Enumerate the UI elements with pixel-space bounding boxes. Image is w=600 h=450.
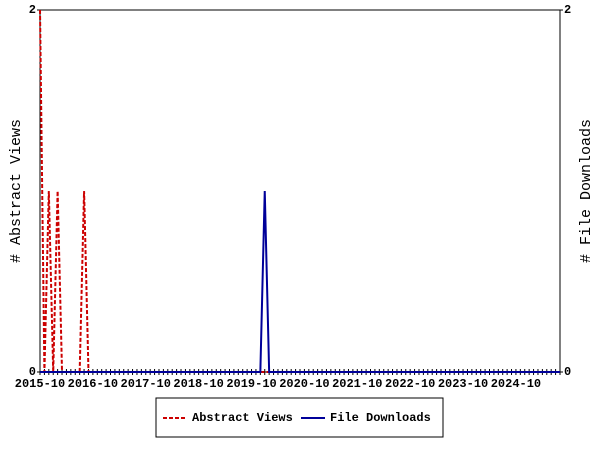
x-tick-label: 2017-10 xyxy=(121,377,171,391)
y-tick-label: 0 xyxy=(29,365,36,379)
x-tick-label: 2019-10 xyxy=(226,377,276,391)
x-tick-label: 2020-10 xyxy=(279,377,329,391)
plot-frame xyxy=(39,9,561,373)
legend-box xyxy=(155,397,444,438)
x-tick-label: 2023-10 xyxy=(438,377,488,391)
y2-axis-label: # File Downloads xyxy=(578,119,595,263)
y2-tick-label: 0 xyxy=(564,365,571,379)
y-axis-label: # Abstract Views xyxy=(8,119,25,263)
x-tick-label: 2024-10 xyxy=(491,377,541,391)
series-line xyxy=(40,190,560,373)
x-tick-label: 2022-10 xyxy=(385,377,435,391)
y-tick-label: 2 xyxy=(29,3,36,17)
x-tick-label: 2015-10 xyxy=(15,377,65,391)
y2-tick-label: 2 xyxy=(564,3,571,17)
x-tick-label: 2016-10 xyxy=(68,377,118,391)
legend-label: Abstract Views xyxy=(192,411,293,425)
legend-label: File Downloads xyxy=(330,411,431,425)
series-line xyxy=(39,9,560,373)
x-tick-label: 2021-10 xyxy=(332,377,382,391)
x-tick-label: 2018-10 xyxy=(173,377,223,391)
